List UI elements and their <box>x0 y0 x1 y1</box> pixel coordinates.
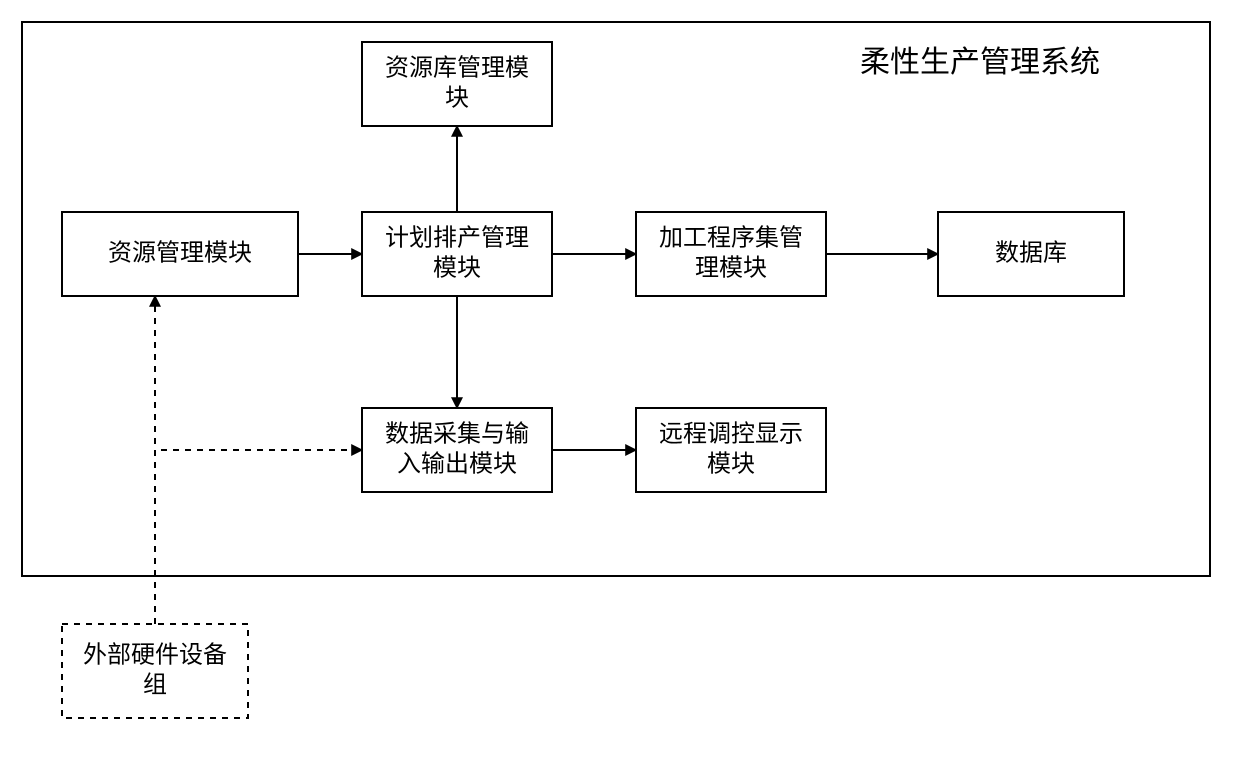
node-label-proc: 理模块 <box>695 255 767 282</box>
node-label-external: 组 <box>143 672 167 699</box>
flowchart-diagram: 柔性生产管理系统资源库管理模块资源管理模块计划排产管理模块加工程序集管理模块数据… <box>0 0 1240 769</box>
node-label-resLib: 块 <box>445 85 469 112</box>
node-db: 数据库 <box>938 212 1124 296</box>
system-container <box>22 22 1210 576</box>
node-remote: 远程调控显示模块 <box>636 408 826 492</box>
node-label-plan: 模块 <box>433 255 481 282</box>
node-label-external: 外部硬件设备 <box>83 642 227 669</box>
edge-external-to-dataIO <box>155 450 362 624</box>
node-label-db: 数据库 <box>995 240 1067 267</box>
node-label-resLib: 资源库管理模 <box>385 55 529 82</box>
node-resMgmt: 资源管理模块 <box>62 212 298 296</box>
node-label-proc: 加工程序集管 <box>659 225 803 252</box>
node-plan: 计划排产管理模块 <box>362 212 552 296</box>
node-resLib: 资源库管理模块 <box>362 42 552 126</box>
node-label-remote: 模块 <box>707 451 755 478</box>
node-label-remote: 远程调控显示 <box>659 421 803 448</box>
node-proc: 加工程序集管理模块 <box>636 212 826 296</box>
node-label-dataIO: 数据采集与输 <box>385 421 529 448</box>
node-external: 外部硬件设备组 <box>62 624 248 718</box>
node-label-resMgmt: 资源管理模块 <box>108 240 252 267</box>
node-label-dataIO: 入输出模块 <box>397 451 517 478</box>
system-title: 柔性生产管理系统 <box>860 46 1100 79</box>
node-dataIO: 数据采集与输入输出模块 <box>362 408 552 492</box>
node-label-plan: 计划排产管理 <box>385 225 529 252</box>
